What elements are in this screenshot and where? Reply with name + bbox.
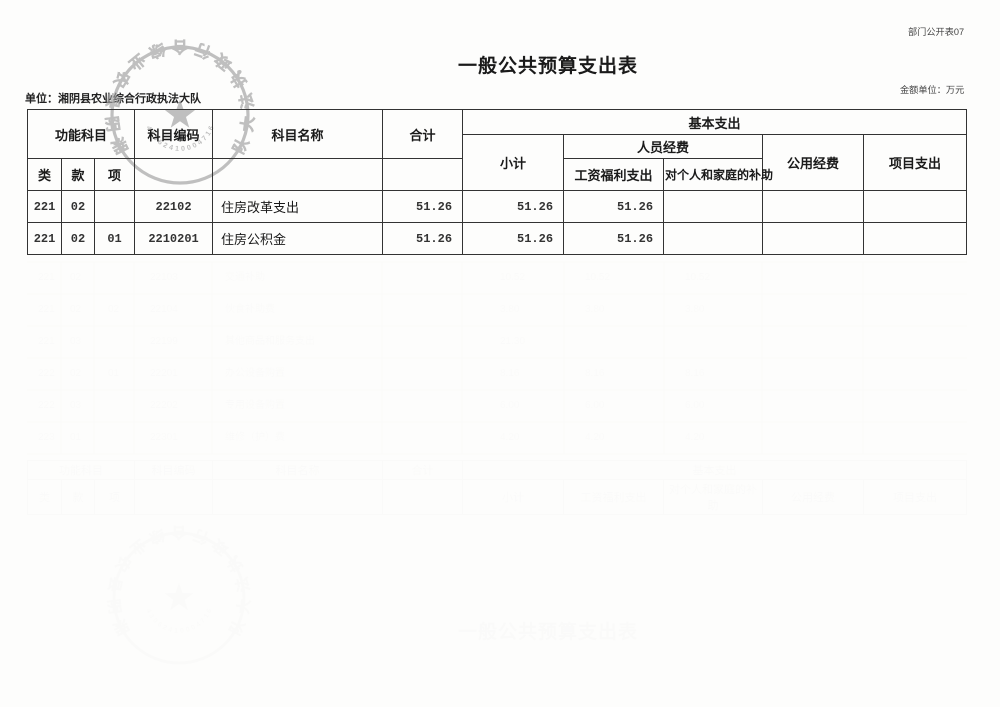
svg-text:执: 执 xyxy=(223,553,246,575)
svg-text:行: 行 xyxy=(192,39,214,63)
svg-text:县: 县 xyxy=(105,575,125,593)
svg-text:10.52: 10.52 xyxy=(500,272,525,283)
svg-text:6: 6 xyxy=(206,608,214,614)
svg-text:3: 3 xyxy=(147,613,155,620)
svg-text:2: 2 xyxy=(161,624,168,632)
svg-text:维修（护）费: 维修（护）费 xyxy=(225,430,285,443)
svg-text:伙食补助费: 伙食补助费 xyxy=(225,302,275,315)
svg-text:6.00: 6.00 xyxy=(585,400,605,411)
svg-text:0: 0 xyxy=(190,624,197,632)
svg-text:4: 4 xyxy=(144,608,152,614)
svg-text:01: 01 xyxy=(70,432,82,443)
svg-text:221: 221 xyxy=(38,272,55,283)
svg-text:01: 01 xyxy=(108,368,120,379)
svg-text:阴: 阴 xyxy=(104,598,123,615)
svg-text:4.20: 4.20 xyxy=(685,432,705,443)
svg-text:3.80: 3.80 xyxy=(500,304,520,315)
svg-text:执: 执 xyxy=(225,67,250,91)
svg-text:0: 0 xyxy=(151,617,159,625)
svg-text:8.16: 8.16 xyxy=(585,368,605,379)
svg-text:03: 03 xyxy=(70,336,82,347)
svg-text:222: 222 xyxy=(38,400,55,411)
svg-text:1: 1 xyxy=(174,628,179,635)
svg-text:22103: 22103 xyxy=(150,272,178,283)
svg-text:02: 02 xyxy=(70,304,82,315)
svg-text:综: 综 xyxy=(147,525,167,547)
svg-text:队: 队 xyxy=(226,617,249,639)
svg-text:6: 6 xyxy=(156,621,163,629)
svg-text:县: 县 xyxy=(102,91,123,110)
svg-text:大: 大 xyxy=(234,598,254,615)
svg-text:法: 法 xyxy=(235,91,257,110)
svg-text:4.20: 4.20 xyxy=(500,432,520,443)
svg-text:其他商品和服务支出: 其他商品和服务支出 xyxy=(225,334,315,347)
svg-text:政: 政 xyxy=(209,535,232,558)
svg-text:8.16: 8.16 xyxy=(685,368,705,379)
svg-text:6.00: 6.00 xyxy=(685,400,705,411)
svg-text:交通补助: 交通补助 xyxy=(225,270,265,283)
svg-text:10.52: 10.52 xyxy=(685,272,710,283)
svg-text:22104: 22104 xyxy=(150,304,178,315)
svg-text:223: 223 xyxy=(38,432,55,443)
svg-text:8.16: 8.16 xyxy=(500,368,520,379)
svg-text:湘: 湘 xyxy=(109,617,132,638)
svg-text:10.52: 10.52 xyxy=(585,272,610,283)
svg-text:222: 222 xyxy=(38,368,55,379)
svg-text:02: 02 xyxy=(70,272,82,283)
svg-text:22202: 22202 xyxy=(150,400,178,411)
svg-text:合: 合 xyxy=(171,524,187,542)
svg-text:221: 221 xyxy=(38,336,55,347)
svg-text:02: 02 xyxy=(108,304,120,315)
svg-text:0: 0 xyxy=(180,627,185,634)
svg-text:22199: 22199 xyxy=(150,336,178,347)
svg-text:22201: 22201 xyxy=(150,368,178,379)
svg-text:农: 农 xyxy=(112,552,136,575)
svg-text:03: 03 xyxy=(70,400,82,411)
svg-text:行: 行 xyxy=(191,525,212,547)
svg-text:综: 综 xyxy=(146,39,167,62)
svg-text:业: 业 xyxy=(126,536,148,559)
svg-text:合: 合 xyxy=(172,37,188,56)
svg-text:1: 1 xyxy=(203,613,211,620)
svg-text:4: 4 xyxy=(167,626,173,634)
svg-text:4.20: 4.20 xyxy=(585,432,605,443)
svg-text:3.80: 3.80 xyxy=(685,304,705,315)
svg-text:4: 4 xyxy=(195,621,202,629)
svg-text:22301: 22301 xyxy=(150,432,178,443)
svg-text:专用设备购置: 专用设备购置 xyxy=(225,398,285,411)
svg-text:02: 02 xyxy=(70,368,82,379)
svg-text:21.30: 21.30 xyxy=(500,336,525,347)
svg-text:0: 0 xyxy=(185,626,191,634)
svg-text:221: 221 xyxy=(38,304,55,315)
svg-text:农: 农 xyxy=(109,67,134,91)
svg-text:3.80: 3.80 xyxy=(585,304,605,315)
svg-text:办公设备购置: 办公设备购置 xyxy=(225,366,285,379)
svg-text:7: 7 xyxy=(199,617,207,625)
svg-text:法: 法 xyxy=(233,575,254,593)
svg-text:6.00: 6.00 xyxy=(500,400,520,411)
